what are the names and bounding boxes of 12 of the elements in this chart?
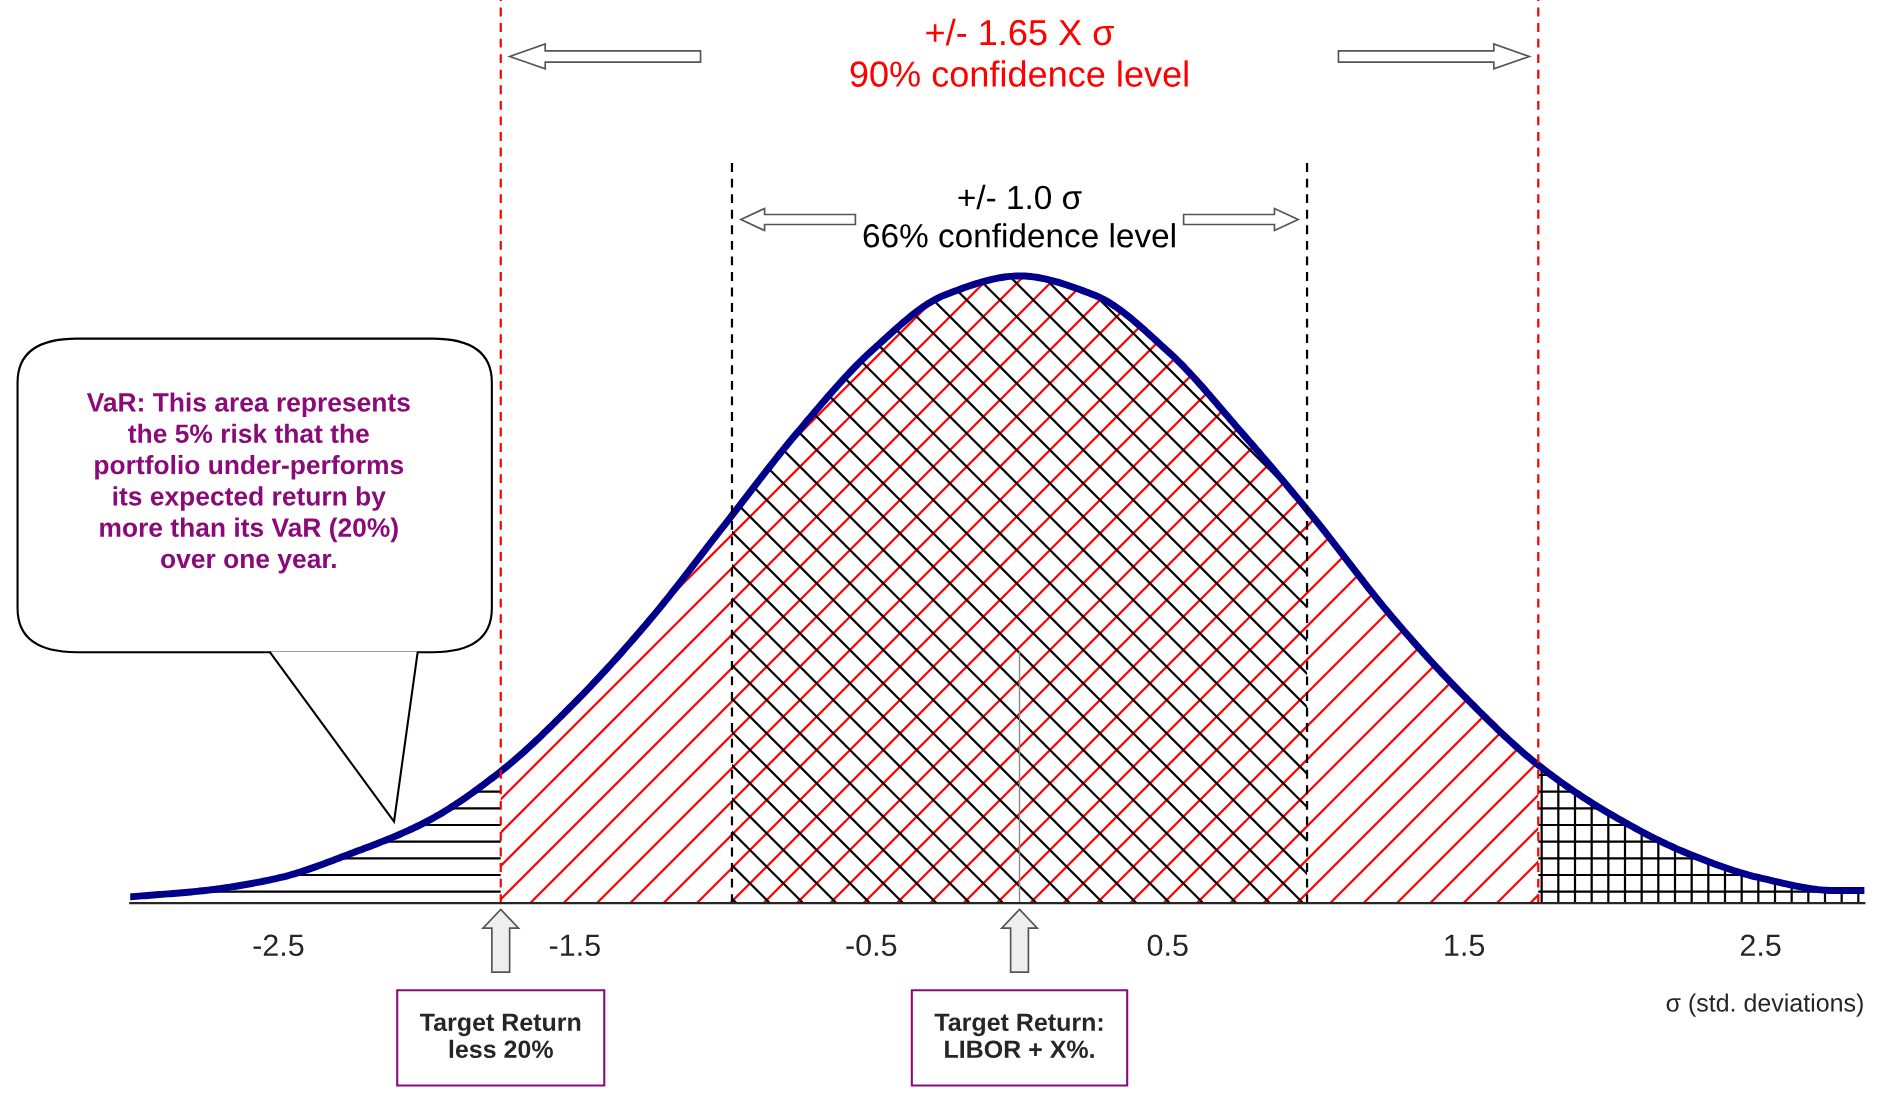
x-tick-label: -0.5 <box>846 934 897 957</box>
x-tick-label: 1.5 <box>1445 934 1485 957</box>
x-axis-title: σ (std. deviations) <box>1666 993 1863 1017</box>
text: Target Return: LIBOR + X%. <box>934 1013 1103 1059</box>
ref-line-label: +/- 1.0 σ 66% confidence level <box>863 184 1175 248</box>
x-tick-label: -1.5 <box>549 934 600 957</box>
ref-line-label: +/- 1.65 X σ 90% confidence level <box>850 18 1188 87</box>
text: Target Return less 20% <box>420 1013 581 1059</box>
x-tick-label: -2.5 <box>253 934 304 957</box>
annotation: VaR: This area represents the 5% risk that the portfolio under-performs its expected return by more than its VaR (20%) over one year. <box>86 392 410 574</box>
x-tick-label: 0.5 <box>1147 934 1188 957</box>
x-tick-label: 2.5 <box>1740 934 1781 957</box>
